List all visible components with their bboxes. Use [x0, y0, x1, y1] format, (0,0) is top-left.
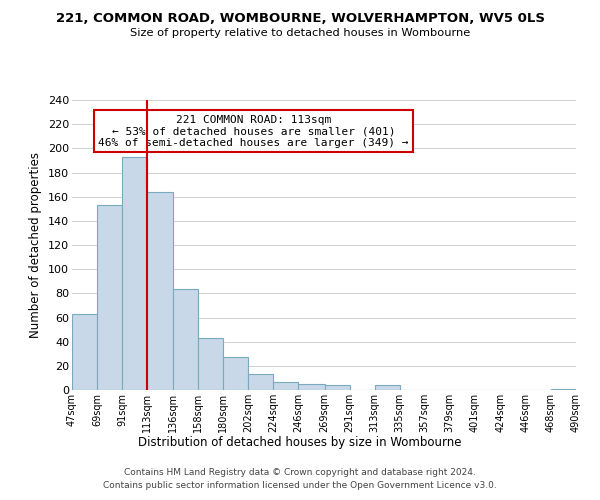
Text: Contains public sector information licensed under the Open Government Licence v3: Contains public sector information licen…	[103, 480, 497, 490]
Text: Distribution of detached houses by size in Wombourne: Distribution of detached houses by size …	[138, 436, 462, 449]
Bar	[223, 358, 248, 390]
Text: Contains HM Land Registry data © Crown copyright and database right 2024.: Contains HM Land Registry data © Crown c…	[124, 468, 476, 477]
Y-axis label: Number of detached properties: Number of detached properties	[29, 152, 43, 338]
Bar	[173, 288, 198, 390]
Text: 221, COMMON ROAD, WOMBOURNE, WOLVERHAMPTON, WV5 0LS: 221, COMMON ROAD, WOMBOURNE, WOLVERHAMPT…	[56, 12, 545, 26]
Bar	[298, 384, 325, 390]
Bar	[147, 192, 173, 390]
Bar	[72, 314, 97, 390]
Text: 221 COMMON ROAD: 113sqm
← 53% of detached houses are smaller (401)
46% of semi-d: 221 COMMON ROAD: 113sqm ← 53% of detache…	[98, 114, 409, 148]
Text: Size of property relative to detached houses in Wombourne: Size of property relative to detached ho…	[130, 28, 470, 38]
Bar	[97, 205, 122, 390]
Bar	[198, 338, 223, 390]
Bar	[122, 157, 147, 390]
Bar	[374, 385, 400, 390]
Bar	[325, 385, 350, 390]
Bar	[551, 389, 576, 390]
Bar	[248, 374, 274, 390]
Bar	[274, 382, 298, 390]
